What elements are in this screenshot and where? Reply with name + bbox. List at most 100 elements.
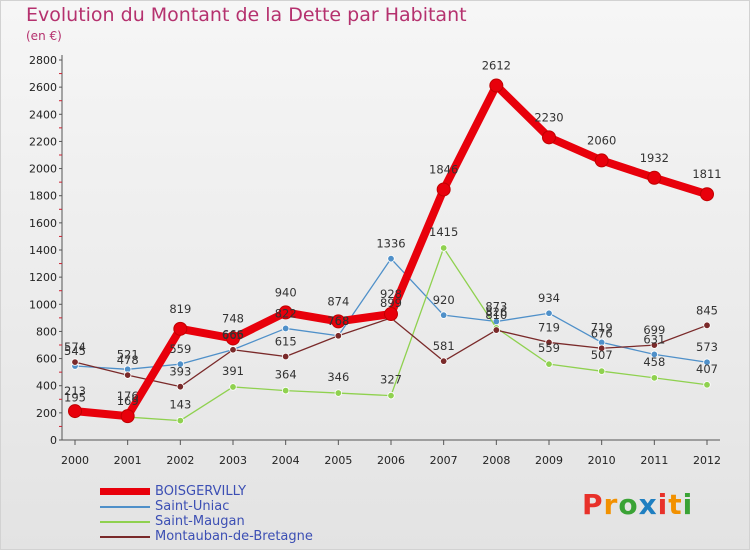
y-tick-label: 2600	[29, 81, 57, 94]
data-label: 899	[380, 296, 402, 310]
brand-letter: o	[618, 488, 639, 521]
data-point	[176, 382, 185, 391]
data-point	[597, 367, 606, 375]
legend: BOISGERVILLY Saint-Uniac Saint-Maugan Monta…	[100, 484, 400, 544]
data-label: 1846	[429, 162, 458, 176]
y-tick-label: 800	[36, 325, 57, 338]
data-label: 928	[380, 287, 402, 301]
y-tick-label: 600	[36, 353, 57, 366]
data-point	[387, 254, 395, 263]
data-label: 176	[117, 389, 139, 403]
data-point	[542, 130, 556, 145]
legend-item: BOISGERVILLY	[100, 484, 400, 499]
data-label: 407	[696, 362, 718, 376]
data-point	[226, 331, 240, 346]
y-tick-label: 1800	[29, 190, 57, 203]
data-point	[387, 391, 395, 400]
data-label: 393	[169, 365, 191, 379]
data-point	[176, 416, 185, 425]
data-label: 1932	[640, 151, 669, 165]
legend-swatch	[100, 506, 150, 508]
data-label: 845	[696, 303, 718, 317]
data-point	[176, 360, 185, 368]
data-label: 573	[696, 340, 718, 354]
data-label: 1415	[429, 225, 458, 239]
data-point	[650, 341, 659, 349]
x-tick-label: 2009	[535, 454, 563, 467]
chart-title: Evolution du Montant de la Dette par Hab…	[26, 4, 467, 26]
data-label: 581	[433, 339, 455, 353]
x-tick-label: 2003	[219, 454, 247, 467]
data-label: 920	[433, 293, 455, 307]
legend-swatch	[100, 521, 150, 523]
data-label: 521	[117, 347, 139, 361]
data-point	[439, 311, 448, 319]
data-label: 615	[275, 335, 297, 349]
x-tick-label: 2010	[588, 454, 616, 467]
y-tick-label: 1200	[29, 271, 57, 284]
data-label: 2060	[587, 133, 616, 147]
x-tick-label: 2012	[693, 454, 721, 467]
brand-letter: t	[668, 488, 683, 521]
x-tick-label: 2008	[482, 454, 510, 467]
data-label: 327	[380, 373, 402, 387]
data-label: 1811	[692, 167, 721, 181]
data-point	[545, 309, 553, 317]
data-label: 364	[275, 368, 297, 382]
data-label: 391	[222, 364, 244, 378]
data-point	[439, 357, 448, 365]
data-label: 559	[538, 341, 560, 355]
data-label: 719	[591, 320, 613, 334]
data-label: 346	[327, 370, 349, 384]
data-point	[436, 182, 451, 197]
chart-unit: (en €)	[26, 29, 62, 43]
legend-label: Montauban-de-Bretagne	[155, 529, 313, 544]
data-point	[700, 187, 714, 202]
data-point	[278, 305, 293, 320]
data-point	[123, 371, 132, 379]
data-label: 143	[169, 398, 191, 412]
data-point	[173, 321, 188, 336]
data-point	[597, 344, 606, 352]
brand-logo: Proxiti	[582, 488, 693, 521]
data-label: 874	[327, 294, 349, 308]
y-tick-label: 400	[36, 380, 57, 393]
data-label: 458	[643, 355, 665, 369]
data-label: 699	[643, 323, 665, 337]
legend-item: Montauban-de-Bretagne	[100, 529, 400, 544]
data-label: 559	[169, 342, 191, 356]
data-label: 822	[275, 306, 297, 320]
data-point	[229, 383, 237, 391]
data-point	[334, 332, 343, 340]
data-label: 748	[222, 311, 244, 325]
data-label: 768	[327, 314, 349, 328]
brand-letter: P	[582, 488, 604, 521]
legend-item: Saint-Uniac	[100, 499, 400, 514]
data-label: 2230	[534, 110, 563, 124]
y-tick-label: 2400	[29, 108, 57, 121]
data-point	[281, 352, 290, 361]
x-tick-label: 2002	[166, 454, 194, 467]
data-label: 213	[64, 384, 86, 398]
y-tick-label: 1400	[29, 244, 57, 257]
legend-swatch	[100, 536, 150, 538]
data-point	[492, 326, 501, 334]
data-point	[68, 404, 82, 419]
data-label: 1336	[376, 237, 405, 251]
data-label: 719	[538, 320, 560, 334]
data-label: 934	[538, 291, 560, 305]
data-point	[647, 170, 662, 185]
data-point	[489, 78, 504, 93]
legend-label: Saint-Uniac	[155, 499, 230, 514]
data-label: 826	[485, 305, 507, 319]
data-label: 195	[64, 391, 86, 405]
data-point	[384, 307, 398, 322]
data-label: 940	[275, 285, 297, 299]
data-label: 574	[64, 340, 86, 354]
data-point	[594, 153, 609, 168]
data-label: 631	[643, 332, 665, 346]
data-point	[331, 314, 346, 329]
data-point	[229, 346, 237, 354]
x-tick-label: 2004	[272, 454, 300, 467]
